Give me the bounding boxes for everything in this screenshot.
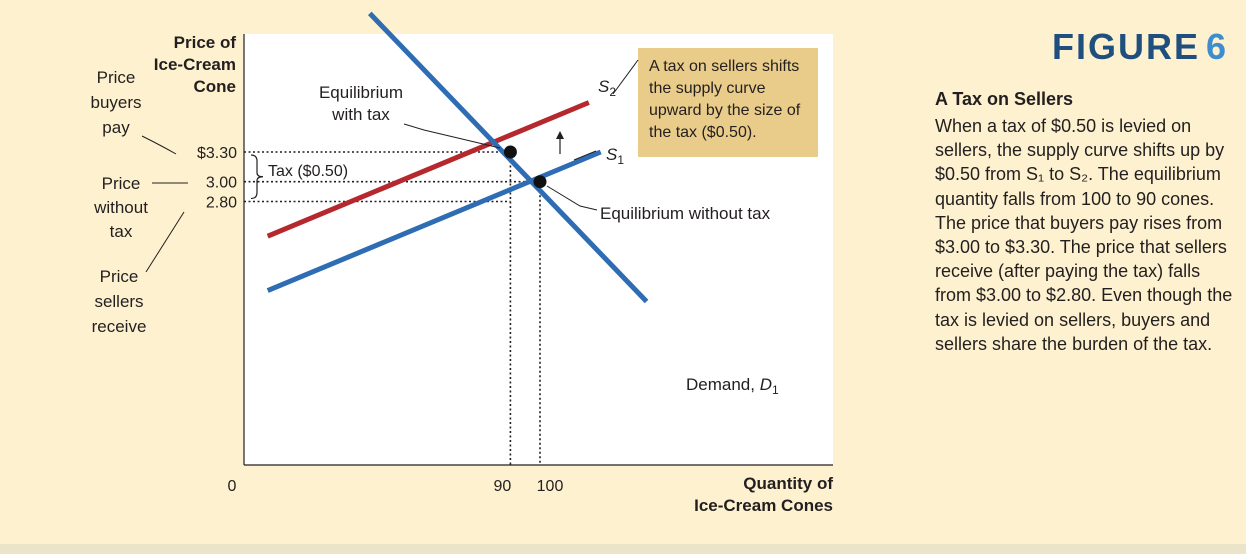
label-s1: S1 bbox=[606, 145, 624, 167]
label-demand: Demand, D1 bbox=[686, 375, 779, 397]
y-tick-label-3: 2.80 bbox=[206, 195, 237, 212]
caption-title: A Tax on Sellers bbox=[935, 89, 1074, 109]
y-axis-title-line-1: Price of bbox=[174, 33, 237, 52]
leader-with-tax bbox=[403, 123, 501, 149]
callout-text-line-3: upward by the size of bbox=[649, 102, 801, 119]
y-axis-title-line-3: Cone bbox=[194, 77, 237, 96]
leader-s1 bbox=[573, 150, 597, 161]
bottom-band bbox=[0, 544, 1246, 554]
label-price-without-tax-line-3: tax bbox=[110, 222, 133, 241]
callout-text-line-2: the supply curve bbox=[649, 80, 766, 97]
origin-label: 0 bbox=[228, 478, 237, 495]
caption-body: When a tax of $0.50 is levied on sellers… bbox=[935, 116, 1233, 354]
y-tick-label-2: 3.00 bbox=[206, 175, 237, 192]
callout-text-line-1: A tax on sellers shifts bbox=[649, 58, 799, 75]
label-price-sellers-receive-line-3: receive bbox=[92, 317, 147, 336]
figure-number: 6 bbox=[1205, 26, 1228, 67]
x-axis-title-line-2: Ice-Cream Cones bbox=[694, 496, 833, 515]
curve-s2 bbox=[266, 100, 590, 239]
label-price-sellers-receive-line-2: sellers bbox=[94, 292, 143, 311]
label-price-buyers-pay-line-1: Price bbox=[97, 68, 136, 87]
label-price-buyers-pay-line-3: pay bbox=[102, 118, 130, 137]
point-with-tax bbox=[503, 145, 517, 159]
x-tick-label-1: 90 bbox=[494, 478, 512, 495]
label-price-without-tax-line-2: without bbox=[93, 198, 148, 217]
label-equilibrium-with-tax-line-1: Equilibrium bbox=[319, 83, 403, 102]
label-equilibrium-with-tax-line-2: with tax bbox=[331, 105, 390, 124]
curve-s1 bbox=[266, 149, 602, 293]
leader-without-tax bbox=[546, 185, 598, 211]
leader-buyers-pay bbox=[141, 135, 177, 155]
shift-arrow-head bbox=[556, 131, 564, 139]
x-axis-title-line-1: Quantity of bbox=[743, 474, 833, 493]
y-axis-title-line-2: Ice-Cream bbox=[154, 55, 236, 74]
label-price-without-tax-line-1: Price bbox=[102, 174, 141, 193]
x-tick-label-2: 100 bbox=[537, 478, 564, 495]
label-price-sellers-receive-line-1: Price bbox=[100, 267, 139, 286]
y-tick-label-1: $3.30 bbox=[197, 145, 237, 162]
label-equilibrium-without-tax: Equilibrium without tax bbox=[600, 204, 771, 223]
label-s2: S2 bbox=[598, 77, 616, 99]
label-tax: Tax ($0.50) bbox=[268, 163, 348, 180]
leader-sellers-receive bbox=[145, 211, 185, 273]
tax-brace bbox=[250, 154, 264, 200]
callout-text-line-4: the tax ($0.50). bbox=[649, 124, 757, 141]
callout-leader bbox=[612, 59, 639, 95]
figure-label: FIGURE 6 bbox=[1051, 26, 1228, 67]
point-without-tax bbox=[533, 175, 547, 189]
callout-box bbox=[638, 48, 818, 157]
label-price-buyers-pay-line-2: buyers bbox=[90, 93, 141, 112]
